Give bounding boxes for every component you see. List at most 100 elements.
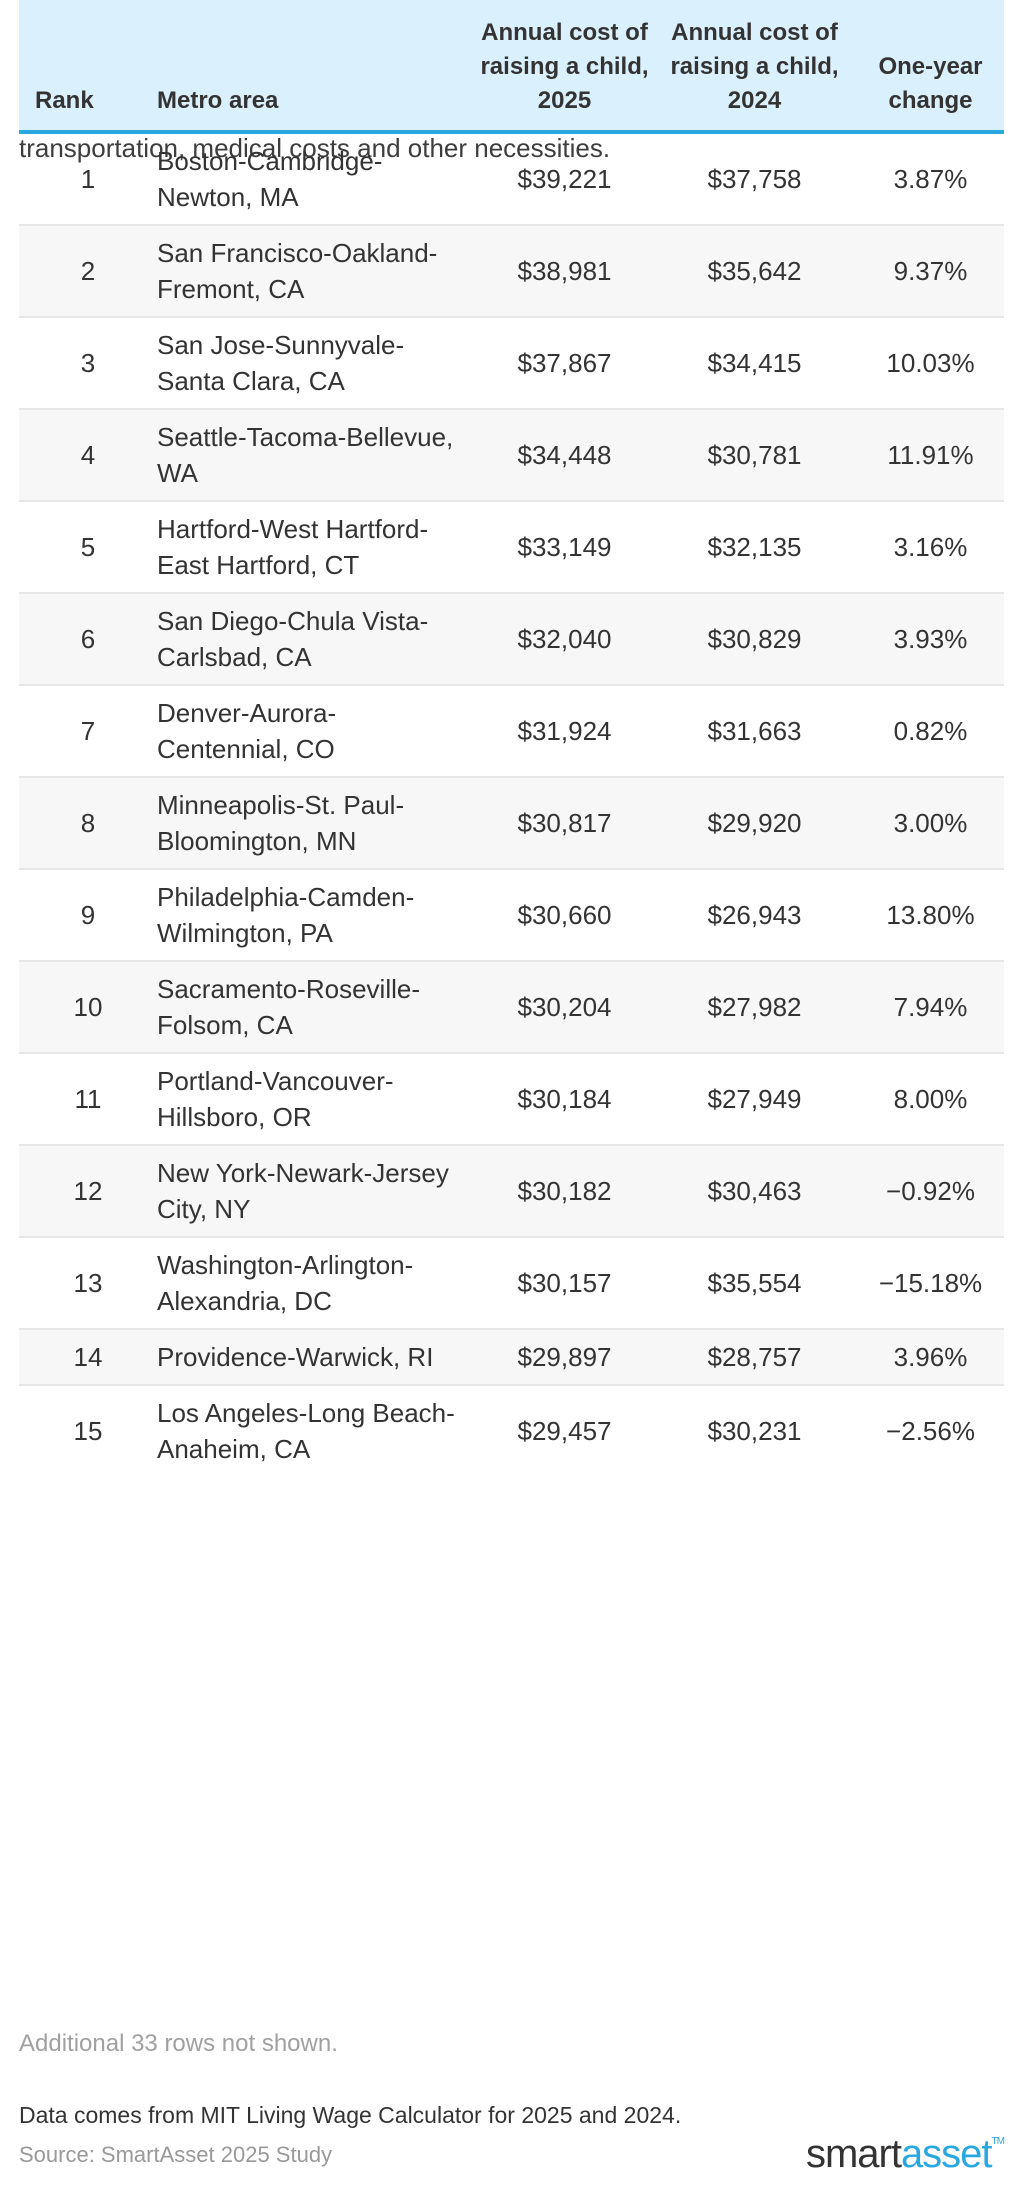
cell-cost-2024: $34,415: [652, 317, 857, 410]
more-rows-note: Additional 33 rows not shown.: [19, 2030, 338, 2057]
metro-cost-table: Rank Metro area Annual cost of raising a…: [19, 0, 1004, 1476]
cell-one-year-change: −2.56%: [886, 1416, 975, 1446]
cell-one-year-change: 3.16%: [857, 501, 1004, 594]
cell-cost-2025: $30,204: [477, 961, 652, 1054]
cell-one-year-change: 11.91%: [857, 409, 1004, 502]
table-row: 11 Portland-Vancouver-Hillsboro, OR $30,18…: [19, 1053, 1004, 1146]
cell-cost-2024: $30,829: [652, 593, 857, 686]
table-row: 14 Providence-Warwick, RI $29,897 $28,757 3.…: [19, 1329, 1004, 1386]
cell-rank: 15: [73, 1416, 103, 1446]
cell-one-year-change: 10.03%: [857, 317, 1004, 410]
cell-metro-area: Boston-Cambridge-Newton, MA: [157, 132, 477, 226]
table-row: 15 Los Angeles-Long Beach-Anaheim, CA $29,…: [19, 1385, 1004, 1476]
column-header-rank[interactable]: Rank: [19, 0, 157, 134]
cell-cost-2024: $31,663: [652, 685, 857, 778]
cell-rank: 1: [19, 132, 157, 226]
cell-rank: 4: [19, 409, 157, 502]
cell-metro-area: Philadelphia-Camden-Wilmington, PA: [157, 869, 477, 962]
logo-text-smart: smart: [805, 2132, 902, 2176]
cell-cost-2025: $30,157: [477, 1237, 652, 1330]
cell-metro-area: Hartford-West Hartford-East Hartford, CT: [157, 501, 477, 594]
table-row: 6 San Diego-Chula Vista-Carlsbad, CA $32,0…: [19, 593, 1004, 686]
cell-cost-2025: $29,457: [517, 1416, 612, 1446]
cell-metro-area: Minneapolis-St. Paul-Bloomington, MN: [157, 777, 477, 870]
cell-rank: 12: [19, 1145, 157, 1238]
table-row: 9 Philadelphia-Camden-Wilmington, PA $30,6…: [19, 869, 1004, 962]
table-row: 12 New York-Newark-Jersey City, NY $30,182…: [19, 1145, 1004, 1238]
cell-cost-2024: $29,920: [652, 777, 857, 870]
cell-rank: 14: [19, 1329, 157, 1386]
cell-cost-2024: $35,554: [652, 1237, 857, 1330]
cell-cost-2025: $30,817: [477, 777, 652, 870]
cell-cost-2025: $30,184: [477, 1053, 652, 1146]
trademark-mark: TM: [991, 2136, 1005, 2147]
cell-cost-2024: $32,135: [652, 501, 857, 594]
cell-one-year-change: 3.96%: [857, 1329, 1004, 1386]
cell-cost-2025: $29,897: [477, 1329, 652, 1386]
cell-one-year-change: 8.00%: [857, 1053, 1004, 1146]
cell-cost-2025: $34,448: [477, 409, 652, 502]
cell-cost-2025: $32,040: [477, 593, 652, 686]
table-row: 10 Sacramento-Roseville-Folsom, CA $30,204…: [19, 961, 1004, 1054]
table-row: 4 Seattle-Tacoma-Bellevue, WA $34,448 $30,7…: [19, 409, 1004, 502]
cell-cost-2025: $39,221: [477, 132, 652, 226]
cell-rank: 7: [19, 685, 157, 778]
logo-text-asset: asset: [900, 2132, 993, 2176]
cell-metro-area: San Diego-Chula Vista-Carlsbad, CA: [157, 593, 477, 686]
cell-rank: 3: [19, 317, 157, 410]
cell-cost-2025: $30,182: [477, 1145, 652, 1238]
cell-metro-area: Sacramento-Roseville-Folsom, CA: [157, 961, 477, 1054]
cell-rank: 8: [19, 777, 157, 870]
cell-one-year-change: 3.87%: [857, 132, 1004, 226]
cell-one-year-change: −0.92%: [857, 1145, 1004, 1238]
cell-metro-area: Washington-Arlington-Alexandria, DC: [157, 1237, 477, 1330]
table-row: 13 Washington-Arlington-Alexandria, DC $30…: [19, 1237, 1004, 1330]
cell-cost-2025: $31,924: [477, 685, 652, 778]
cell-cost-2024: $26,943: [652, 869, 857, 962]
table-row: 1 Boston-Cambridge-Newton, MA $39,221 $37,7…: [19, 132, 1004, 226]
cell-cost-2025: $37,867: [477, 317, 652, 410]
cell-metro-area: New York-Newark-Jersey City, NY: [157, 1145, 477, 1238]
cell-cost-2025: $33,149: [477, 501, 652, 594]
cell-metro-area: Los Angeles-Long Beach-Anaheim, CA: [157, 1398, 455, 1464]
table-row: 2 San Francisco-Oakland-Fremont, CA $38,98…: [19, 225, 1004, 318]
table-header-row: Rank Metro area Annual cost of raising a…: [19, 0, 1004, 134]
table-row: 8 Minneapolis-St. Paul-Bloomington, MN $30…: [19, 777, 1004, 870]
column-header-cost-2025[interactable]: Annual cost of raising a child, 2025: [477, 0, 652, 134]
cell-cost-2025: $30,660: [477, 869, 652, 962]
table-row: 5 Hartford-West Hartford-East Hartford, C…: [19, 501, 1004, 594]
cell-one-year-change: 3.93%: [857, 593, 1004, 686]
cell-rank: 13: [19, 1237, 157, 1330]
cell-cost-2024: $28,757: [652, 1329, 857, 1386]
cell-cost-2025: $38,981: [477, 225, 652, 318]
cell-cost-2024: $35,642: [652, 225, 857, 318]
cell-metro-area: San Jose-Sunnyvale-Santa Clara, CA: [157, 317, 477, 410]
column-header-cost-2024[interactable]: Annual cost of raising a child, 2024: [652, 0, 857, 134]
source-note: Source: SmartAsset 2025 Study: [19, 2142, 333, 2167]
table-row: 7 Denver-Aurora-Centennial, CO $31,924 $31,…: [19, 685, 1004, 778]
cell-cost-2024: $30,781: [652, 409, 857, 502]
cell-rank: 9: [19, 869, 157, 962]
column-header-one-year-change[interactable]: One-year change: [857, 0, 1004, 134]
cell-cost-2024: $37,758: [652, 132, 857, 226]
smartasset-logo: smartassetTM: [805, 2132, 1005, 2177]
cell-one-year-change: 0.82%: [857, 685, 1004, 778]
cell-metro-area: Denver-Aurora-Centennial, CO: [157, 685, 477, 778]
cell-one-year-change: 13.80%: [857, 869, 1004, 962]
cell-metro-area: Seattle-Tacoma-Bellevue, WA: [157, 409, 477, 502]
cell-one-year-change: 9.37%: [857, 225, 1004, 318]
column-header-metro-area[interactable]: Metro area: [157, 0, 477, 134]
cell-cost-2024: $27,949: [652, 1053, 857, 1146]
cell-metro-area: Portland-Vancouver-Hillsboro, OR: [157, 1053, 477, 1146]
cell-rank: 10: [19, 961, 157, 1054]
cell-rank: 2: [19, 225, 157, 318]
cell-metro-area: Providence-Warwick, RI: [157, 1329, 477, 1386]
cell-cost-2024: $30,231: [707, 1416, 802, 1446]
cell-rank: 5: [19, 501, 157, 594]
cell-cost-2024: $30,463: [652, 1145, 857, 1238]
table-row: 3 San Jose-Sunnyvale-Santa Clara, CA $37,8…: [19, 317, 1004, 410]
cell-metro-area: San Francisco-Oakland-Fremont, CA: [157, 225, 477, 318]
cell-one-year-change: −15.18%: [857, 1237, 1004, 1330]
cell-one-year-change: 7.94%: [857, 961, 1004, 1054]
data-note: Data comes from MIT Living Wage Calculat…: [19, 2102, 682, 2128]
